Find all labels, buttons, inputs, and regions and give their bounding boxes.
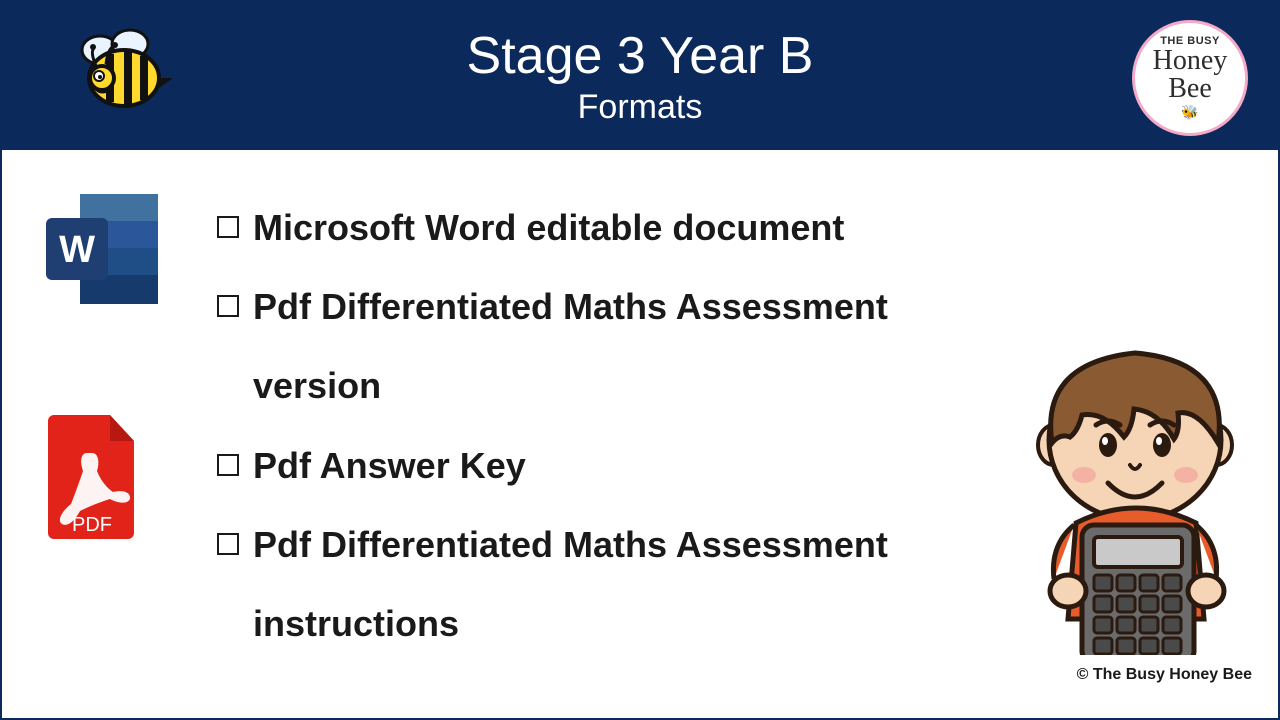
bullet-icon bbox=[217, 216, 239, 238]
bullet-icon bbox=[217, 454, 239, 476]
logo-mini-bee-icon: 🐝 bbox=[1181, 104, 1198, 121]
page-title: Stage 3 Year B bbox=[467, 26, 814, 86]
page-subtitle: Formats bbox=[467, 88, 814, 127]
list-item-text: Pdf Answer Key bbox=[253, 426, 526, 505]
format-icons: W PDF bbox=[42, 190, 162, 546]
brand-logo: THE BUSY Honey Bee 🐝 bbox=[1132, 20, 1248, 136]
bullet-icon bbox=[217, 295, 239, 317]
word-icon: W bbox=[42, 190, 162, 313]
logo-text-2: Honey bbox=[1153, 48, 1228, 73]
svg-text:PDF: PDF bbox=[72, 514, 112, 536]
bullet-icon bbox=[217, 533, 239, 555]
bee-icon bbox=[72, 22, 182, 122]
copyright-text: © The Busy Honey Bee bbox=[1077, 666, 1252, 684]
list-item-text: Microsoft Word editable document bbox=[253, 188, 844, 267]
list-item-text: Pdf Differentiated Maths Assessment inst… bbox=[253, 505, 1013, 663]
child-calculator-illustration bbox=[1010, 335, 1260, 660]
content-area: W PDF Microsoft Word editable document P… bbox=[2, 150, 1278, 690]
logo-text-3: Bee bbox=[1168, 76, 1212, 101]
pdf-icon: PDF bbox=[42, 413, 162, 546]
list-item-text: Pdf Differentiated Maths Assessment vers… bbox=[253, 267, 1013, 425]
svg-text:W: W bbox=[59, 229, 95, 271]
list-item: Microsoft Word editable document bbox=[217, 188, 1238, 267]
title-block: Stage 3 Year B Formats bbox=[467, 26, 814, 127]
header: Stage 3 Year B Formats THE BUSY Honey Be… bbox=[2, 2, 1278, 150]
